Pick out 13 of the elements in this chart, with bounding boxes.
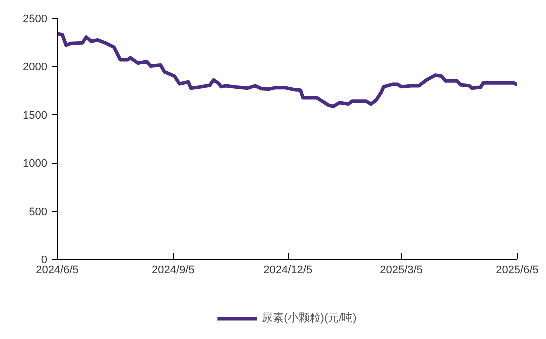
line-series — [58, 32, 518, 108]
x-tick-label: 2024/9/5 — [152, 264, 195, 276]
x-tick-label: 2025/6/5 — [496, 264, 539, 276]
x-tick-label: 2025/3/5 — [380, 264, 423, 276]
y-tick-label: 1000 — [23, 158, 48, 170]
y-tick-label: 1500 — [23, 110, 48, 122]
y-tick-label: 500 — [29, 206, 48, 218]
legend-label: 尿素(小颗粒)(元/吨) — [262, 311, 357, 326]
x-tick-label: 2024/12/5 — [264, 264, 313, 276]
x-tick-label: 2024/6/5 — [36, 264, 79, 276]
y-tick-label: 2500 — [23, 14, 48, 26]
y-tick-label: 2000 — [23, 62, 48, 74]
y-tick-label: 0 — [41, 254, 48, 266]
